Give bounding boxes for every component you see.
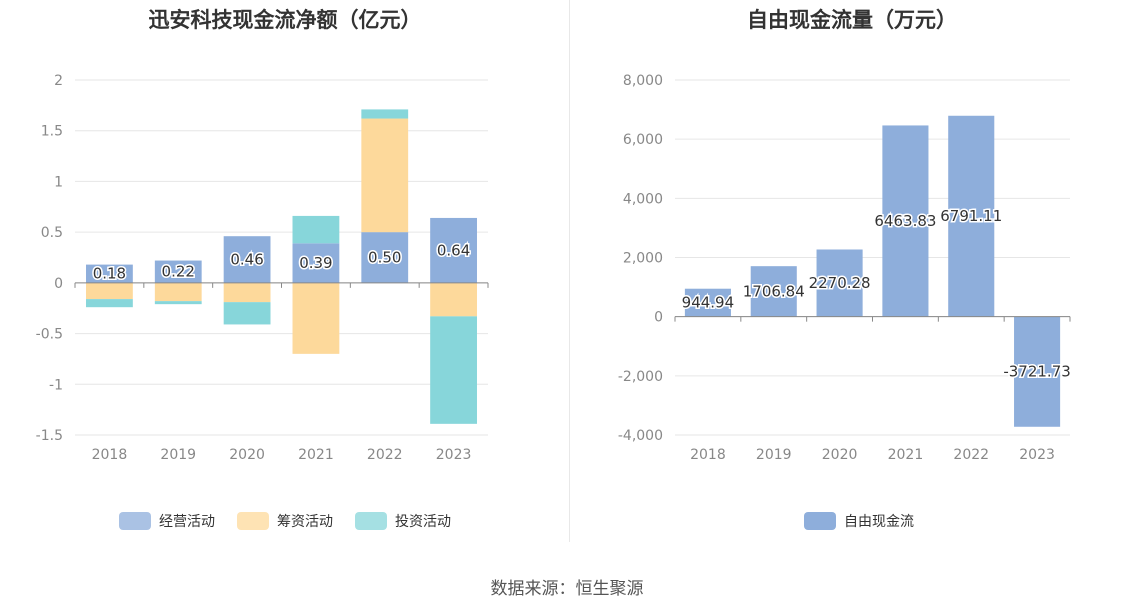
cashflow-chart-panel: 迅安科技现金流净额（亿元） 2 1.5 1 0.5 0 -0.5 -1 -1.5 2018 201… xyxy=(0,0,570,545)
bar-自由现金流 xyxy=(882,125,929,317)
bar-投资活动 xyxy=(292,215,340,244)
legend-label: 筹资活动 xyxy=(277,513,333,530)
x-tick-label: 2018 xyxy=(690,447,726,463)
y-tick-label: -4,000 xyxy=(618,428,663,444)
data-label: 0.22 xyxy=(162,263,195,281)
bar-投资活动 xyxy=(86,299,133,308)
bar-经营活动 xyxy=(154,260,202,283)
data-source-footer: 数据来源：恒生聚源 xyxy=(490,579,644,599)
legend-label: 投资活动 xyxy=(395,514,451,530)
bar-投资活动 xyxy=(430,316,477,424)
x-tick-label: 2019 xyxy=(756,447,792,463)
cashflow-chart-title: 迅安科技现金流净额（亿元） xyxy=(148,8,422,32)
bar-投资活动 xyxy=(361,109,409,119)
bar-自由现金流 xyxy=(816,249,863,317)
legend-swatch xyxy=(237,512,269,530)
x-tick-label: 2021 xyxy=(888,447,924,463)
data-label: 0.39 xyxy=(299,254,332,272)
y-tick-label: 1.5 xyxy=(41,124,63,140)
legend-label: 自由现金流 xyxy=(844,514,914,530)
data-label: -3721.73 xyxy=(1003,363,1070,381)
y-tick-label: 6,000 xyxy=(623,132,663,148)
bar-筹资活动 xyxy=(430,282,477,317)
data-label: 2270.28 xyxy=(809,274,871,292)
y-tick-label: -2,000 xyxy=(618,369,663,385)
x-tick-label: 2023 xyxy=(1019,447,1055,463)
y-tick-label: 0 xyxy=(54,276,63,292)
x-tick-label: 2023 xyxy=(436,447,472,463)
data-label: 944.94 xyxy=(682,294,735,312)
x-tick-label: 2018 xyxy=(92,447,128,463)
legend-swatch xyxy=(804,512,836,530)
bar-投资活动 xyxy=(154,301,202,305)
x-tick-label: 2021 xyxy=(298,447,334,463)
panel-divider xyxy=(569,0,570,542)
fcf-chart-title: 自由现金流量（万元） xyxy=(747,8,957,32)
x-tick-label: 2019 xyxy=(160,447,196,463)
fcf-chart: 8,000 6,000 4,000 2,000 0 -2,000 -4,000 2018 201… xyxy=(618,73,1072,530)
legend-swatch xyxy=(119,512,151,530)
data-label: 0.18 xyxy=(93,265,126,283)
bar-筹资活动 xyxy=(361,118,409,233)
bar-经营活动 xyxy=(361,232,409,283)
bar-筹资活动 xyxy=(154,282,202,302)
bar-经营活动 xyxy=(86,264,133,283)
data-label: 0.64 xyxy=(437,241,470,259)
y-tick-label: 1 xyxy=(54,174,63,190)
x-tick-label: 2020 xyxy=(229,447,265,463)
y-tick-label: 2,000 xyxy=(623,251,663,267)
data-label: 1706.84 xyxy=(743,282,805,300)
x-tick-label: 2022 xyxy=(953,447,989,463)
y-tick-label: 2 xyxy=(54,73,63,89)
y-tick-label: 4,000 xyxy=(623,191,663,207)
data-label: 0.50 xyxy=(368,249,401,267)
y-tick-label: 8,000 xyxy=(623,73,663,89)
data-label: 0.46 xyxy=(230,251,263,269)
bar-经营活动 xyxy=(223,236,271,283)
data-label: 6791.11 xyxy=(940,207,1002,225)
fcf-chart-panel: 自由现金流量（万元） 8,000 6,000 4,000 2,000 0 -2,000 -4… xyxy=(570,0,1134,545)
legend-swatch xyxy=(355,512,387,530)
bar-筹资活动 xyxy=(223,282,271,303)
bar-筹资活动 xyxy=(292,282,340,354)
y-tick-label: 0 xyxy=(654,310,663,326)
y-tick-label: -0.5 xyxy=(36,327,63,343)
x-tick-label: 2022 xyxy=(367,447,403,463)
bar-经营活动 xyxy=(430,217,477,283)
bar-投资活动 xyxy=(223,302,271,325)
legend-label: 经营活动 xyxy=(159,514,215,530)
bar-自由现金流 xyxy=(1014,316,1061,427)
bar-自由现金流 xyxy=(684,288,731,317)
x-tick-label: 2020 xyxy=(822,447,858,463)
bar-经营活动 xyxy=(292,243,340,283)
bar-自由现金流 xyxy=(948,115,995,317)
bar-自由现金流 xyxy=(750,266,797,317)
y-tick-label: -1 xyxy=(49,377,63,393)
data-label: 6463.83 xyxy=(874,212,936,230)
y-tick-label: -1.5 xyxy=(36,428,63,444)
y-tick-label: 0.5 xyxy=(41,225,63,241)
bar-筹资活动 xyxy=(86,282,133,300)
